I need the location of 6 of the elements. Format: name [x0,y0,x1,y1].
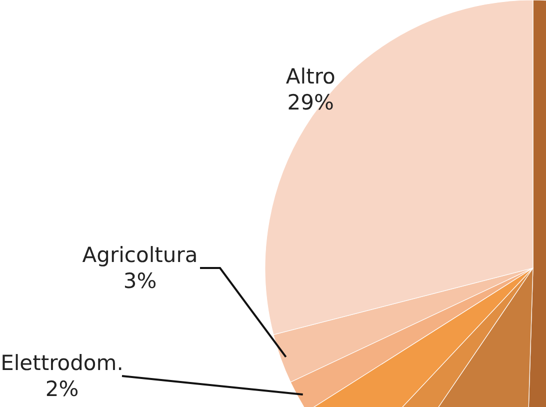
data-label: 2% [45,377,79,401]
slice-label: Altro [286,64,336,89]
slice-label: Elettrodom. [0,351,124,375]
data-label: 3% [123,269,157,293]
slice-label: Agricoltura [82,243,198,267]
data-label: 29% [287,90,334,115]
